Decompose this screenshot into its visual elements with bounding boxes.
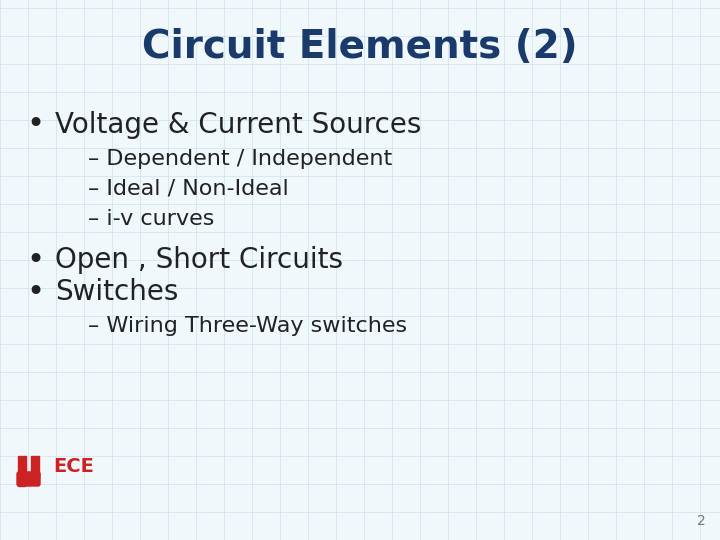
Text: – Dependent / Independent: – Dependent / Independent: [88, 149, 392, 169]
Bar: [18, 474, 25, 486]
Text: – Ideal / Non-Ideal: – Ideal / Non-Ideal: [88, 179, 289, 199]
Text: •: •: [26, 246, 44, 274]
Text: 2: 2: [697, 514, 706, 528]
Text: ECE: ECE: [53, 457, 94, 476]
Text: Voltage & Current Sources: Voltage & Current Sources: [55, 111, 421, 139]
Text: – Wiring Three-Way switches: – Wiring Three-Way switches: [88, 316, 407, 336]
FancyBboxPatch shape: [17, 472, 40, 486]
Text: Circuit Elements (2): Circuit Elements (2): [142, 28, 578, 66]
Bar: [18, 456, 26, 478]
Text: – i-v curves: – i-v curves: [88, 209, 215, 229]
Text: Switches: Switches: [55, 278, 179, 306]
Bar: [31, 456, 39, 478]
Text: Open , Short Circuits: Open , Short Circuits: [55, 246, 343, 274]
Text: •: •: [26, 111, 44, 139]
Text: •: •: [26, 278, 44, 307]
Bar: [18, 472, 39, 478]
